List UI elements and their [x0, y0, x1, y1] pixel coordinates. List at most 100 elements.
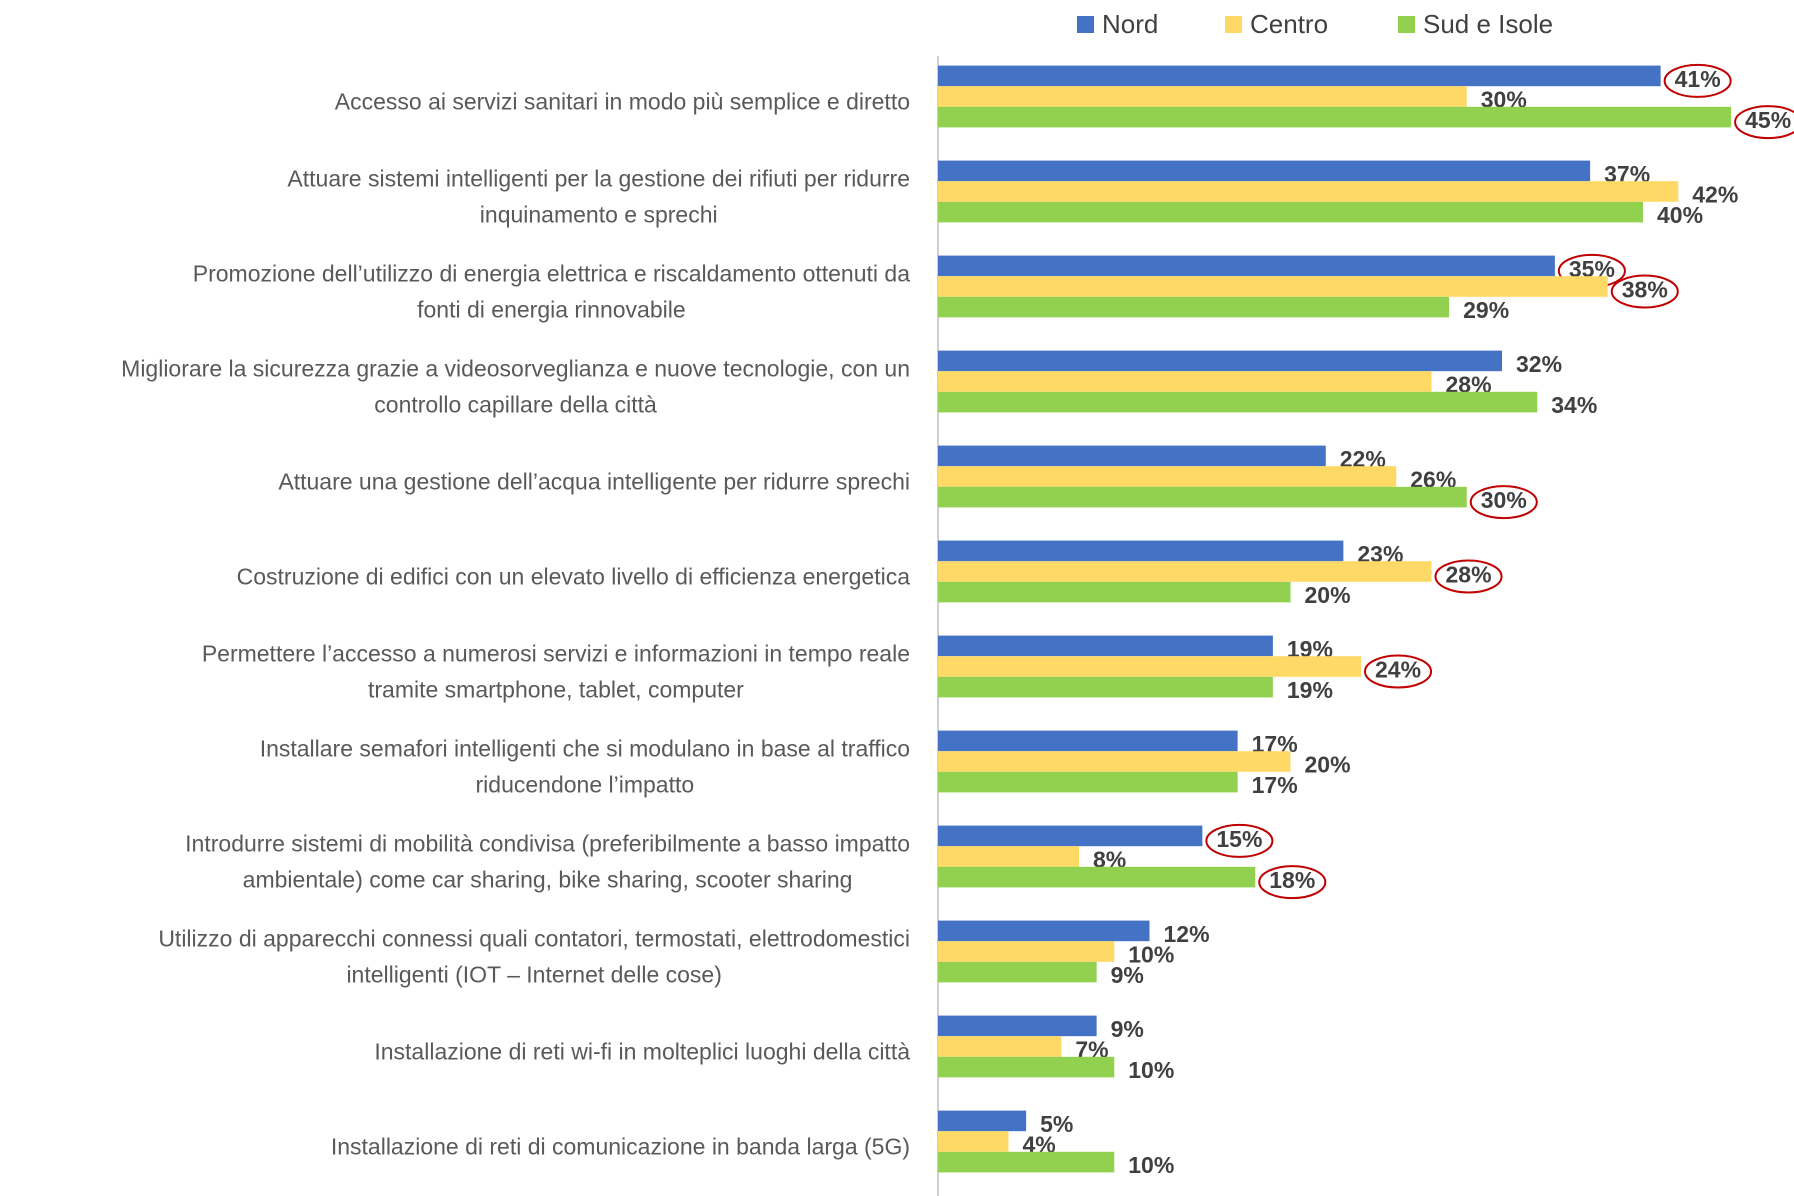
category-label: Utilizzo di apparecchi connessi quali co… — [158, 926, 910, 988]
bar — [938, 276, 1608, 297]
category-line: tramite smartphone, tablet, computer — [368, 677, 744, 703]
bar — [938, 371, 1432, 392]
data-label: 17% — [1252, 772, 1298, 798]
bar — [938, 561, 1432, 582]
data-label: 12% — [1164, 921, 1210, 947]
data-label: 38% — [1622, 277, 1668, 303]
legend-swatch — [1077, 16, 1094, 33]
category-line: Utilizzo di apparecchi connessi quali co… — [158, 926, 910, 952]
bar — [938, 296, 1450, 318]
category-label: Introdurre sistemi di mobilità condivisa… — [185, 831, 910, 893]
bar — [938, 1110, 1027, 1132]
legend-label: Centro — [1250, 9, 1328, 39]
bar — [938, 1036, 1062, 1057]
data-label: 29% — [1463, 297, 1509, 323]
category-line: controllo capillare della città — [374, 392, 657, 418]
bar — [938, 391, 1538, 413]
category-label: Accesso ai servizi sanitari in modo più … — [335, 89, 910, 115]
category-line: Installazione di reti wi-fi in molteplic… — [374, 1039, 910, 1065]
bar — [938, 540, 1344, 562]
category-label: Installazione di reti wi-fi in molteplic… — [374, 1039, 910, 1065]
data-label: 32% — [1516, 351, 1562, 377]
data-label: 5% — [1040, 1111, 1073, 1137]
data-label: 10% — [1128, 942, 1174, 968]
category-label: Migliorare la sicurezza grazie a videoso… — [121, 356, 910, 418]
highlight-circle — [1258, 865, 1327, 900]
bar — [938, 1015, 1097, 1037]
bar — [938, 1131, 1009, 1152]
category-label: Installazione di reti di comunicazione i… — [331, 1134, 910, 1160]
bar — [938, 941, 1115, 962]
data-label: 9% — [1111, 1016, 1144, 1042]
highlight-circle — [1610, 274, 1679, 309]
category-line: Migliorare la sicurezza grazie a videoso… — [121, 356, 910, 382]
highlight-circle — [1469, 485, 1538, 520]
bar — [938, 466, 1397, 487]
category-label: Costruzione di edifici con un elevato li… — [237, 564, 911, 590]
bar — [938, 1056, 1115, 1078]
bar — [938, 676, 1273, 698]
bar — [938, 825, 1203, 847]
bar — [938, 866, 1256, 888]
bar — [938, 771, 1238, 793]
data-label: 20% — [1305, 582, 1351, 608]
category-label: Promozione dell’utilizzo di energia elet… — [193, 261, 910, 323]
category-line: Permettere l’accesso a numerosi servizi … — [202, 641, 910, 667]
data-label: 19% — [1287, 677, 1333, 703]
category-line: Costruzione di edifici con un elevato li… — [237, 564, 911, 590]
category-line: Installare semafori intelligenti che si … — [260, 736, 910, 762]
category-line: Accesso ai servizi sanitari in modo più … — [335, 89, 910, 115]
data-label: 34% — [1551, 392, 1597, 418]
data-label: 40% — [1657, 202, 1703, 228]
highlight-circle — [1663, 63, 1732, 98]
bar — [938, 656, 1361, 677]
legend-label: Nord — [1102, 9, 1158, 39]
data-label: 18% — [1269, 867, 1315, 893]
data-label: 10% — [1128, 1152, 1174, 1178]
bar — [938, 1151, 1115, 1173]
category-line: fonti di energia rinnovabile — [417, 297, 686, 323]
highlight-circle — [1364, 654, 1433, 689]
bar — [938, 201, 1643, 223]
highlight-circle — [1205, 823, 1274, 858]
category-line: Attuare una gestione dell’acqua intellig… — [278, 469, 910, 495]
bar — [938, 635, 1273, 657]
bar — [938, 486, 1467, 508]
bar — [938, 920, 1150, 942]
data-label: 20% — [1305, 752, 1351, 778]
bar — [938, 751, 1291, 772]
category-line: Introdurre sistemi di mobilità condivisa… — [185, 831, 910, 857]
bar — [938, 86, 1467, 107]
category-line: riducendone l’impatto — [476, 772, 695, 798]
bar — [938, 106, 1732, 128]
data-label: 15% — [1216, 826, 1262, 852]
data-label: 42% — [1692, 182, 1738, 208]
data-label: 30% — [1481, 487, 1527, 513]
legend-label: Sud e Isole — [1423, 9, 1553, 39]
bar — [938, 181, 1679, 202]
highlight-circle — [1434, 559, 1503, 594]
category-line: Installazione di reti di comunicazione i… — [331, 1134, 910, 1160]
bar — [938, 255, 1555, 277]
data-label: 45% — [1745, 107, 1791, 133]
bar — [938, 581, 1291, 603]
bar — [938, 350, 1502, 372]
legend-swatch — [1225, 16, 1242, 33]
data-label: 10% — [1128, 1057, 1174, 1083]
bar — [938, 961, 1097, 983]
data-label: 9% — [1111, 962, 1144, 988]
highlight-circle — [1734, 105, 1794, 140]
bar — [938, 730, 1238, 752]
category-line: Attuare sistemi intelligenti per la gest… — [287, 166, 910, 192]
legend-swatch — [1398, 16, 1415, 33]
data-label: 28% — [1446, 562, 1492, 588]
data-label: 41% — [1675, 66, 1721, 92]
category-line: ambientale) come car sharing, bike shari… — [243, 867, 853, 893]
category-label: Attuare una gestione dell’acqua intellig… — [278, 469, 910, 495]
category-line: inquinamento e sprechi — [480, 202, 718, 228]
category-label: Attuare sistemi intelligenti per la gest… — [287, 166, 910, 228]
category-label: Permettere l’accesso a numerosi servizi … — [202, 641, 910, 703]
bar — [938, 65, 1661, 87]
data-label: 24% — [1375, 657, 1421, 683]
